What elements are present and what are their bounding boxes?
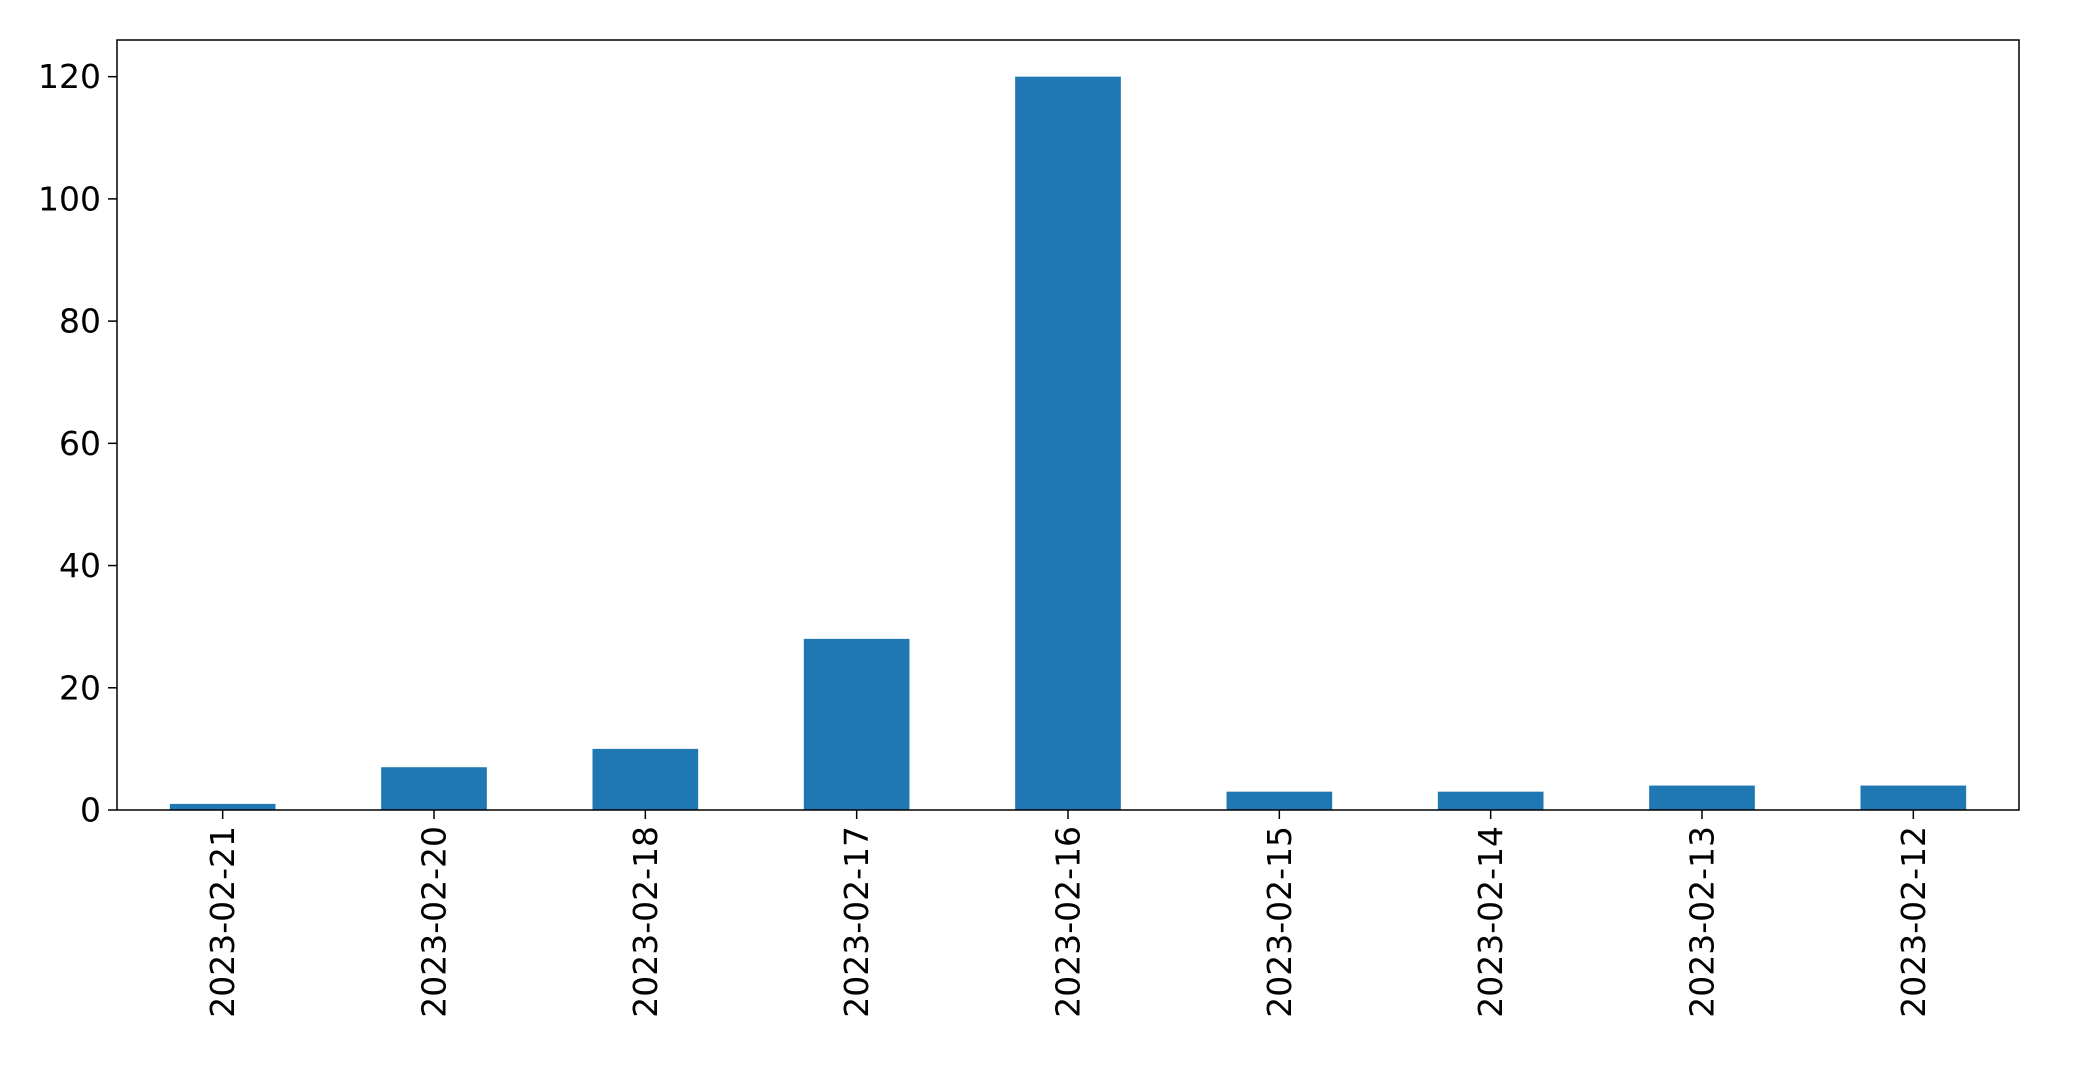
x-tick-label-2023-02-12: 2023-02-12 [1894, 826, 1933, 1018]
bar-2023-02-14 [1437, 791, 1544, 810]
y-tick-label-20: 20 [59, 668, 101, 707]
x-tick-label-2023-02-15: 2023-02-15 [1260, 826, 1299, 1018]
bar-2023-02-16 [1015, 76, 1121, 810]
y-axis: 0 20 40 60 80 100 120 [38, 57, 117, 830]
x-tick-label-2023-02-14: 2023-02-14 [1471, 826, 1510, 1018]
bar-2023-02-18 [592, 748, 699, 810]
y-tick-label-60: 60 [59, 424, 101, 463]
bar-2023-02-13 [1649, 785, 1755, 810]
bar-2023-02-12 [1860, 785, 1967, 810]
y-tick-label-40: 40 [59, 546, 101, 585]
y-tick-label-0: 0 [80, 791, 101, 830]
x-axis: 2023-02-21 2023-02-20 2023-02-18 2023-02-17… [203, 810, 1933, 1018]
x-tick-label-2023-02-16: 2023-02-16 [1049, 826, 1088, 1018]
bar-2023-02-21 [169, 803, 276, 810]
y-tick-label-100: 100 [38, 179, 101, 218]
x-tick-label-2023-02-18: 2023-02-18 [626, 826, 665, 1018]
x-tick-label-2023-02-21: 2023-02-21 [203, 826, 242, 1018]
y-tick-label-120: 120 [38, 57, 101, 96]
bars-layer [169, 76, 1967, 810]
bar-2023-02-20 [381, 767, 487, 810]
bar-2023-02-15 [1226, 791, 1333, 810]
x-tick-label-2023-02-17: 2023-02-17 [837, 826, 876, 1018]
y-tick-label-80: 80 [59, 302, 101, 341]
bar-2023-02-17 [803, 638, 910, 810]
x-tick-label-2023-02-20: 2023-02-20 [415, 826, 454, 1018]
x-tick-label-2023-02-13: 2023-02-13 [1683, 826, 1722, 1018]
